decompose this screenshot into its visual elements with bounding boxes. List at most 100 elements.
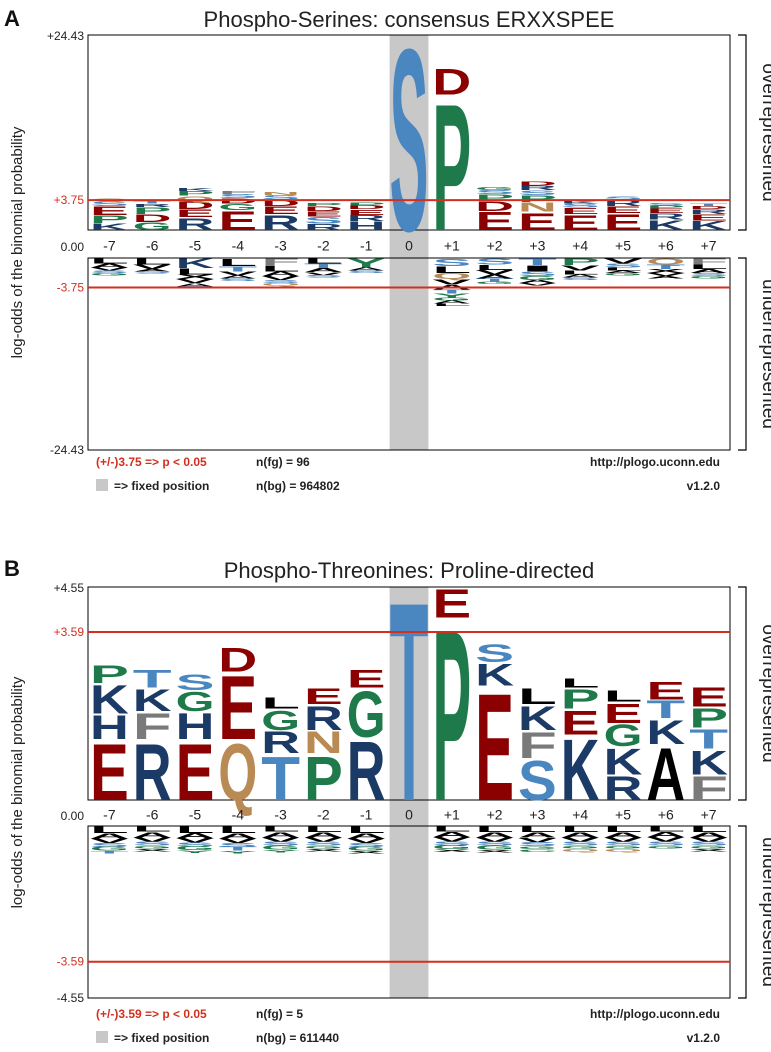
residue-t-under: T: [218, 846, 258, 852]
nbg-count: n(bg) = 964802: [256, 479, 340, 493]
residue-k-over: K: [689, 218, 728, 232]
residue-e-over: E: [347, 208, 386, 216]
position-label: -6: [146, 238, 159, 254]
logo-chart-b: Phospho-Threonines: Proline-directedEHKP…: [9, 552, 771, 1045]
panel-letter-a: A: [4, 6, 20, 31]
residue-p-over: P: [646, 205, 685, 210]
residue-y-under: Y: [432, 293, 471, 299]
residue-s-over: S: [646, 202, 685, 206]
position-label: +1: [444, 807, 460, 823]
residue-s-under: S: [518, 270, 557, 277]
residue-s-under: S: [689, 841, 728, 847]
over-bracket: [738, 586, 747, 801]
residue-g-under: G: [646, 845, 685, 849]
residue-e-over: E: [432, 582, 471, 627]
position-label: -6: [146, 807, 159, 823]
residue-e-over: E: [561, 211, 600, 235]
residue-s-under: S: [475, 841, 514, 847]
residue-s-under: S: [218, 842, 257, 848]
ytick-bottom: -24.43: [50, 443, 84, 457]
residue-s-under: S: [261, 279, 300, 284]
residue-e-over: E: [689, 682, 728, 713]
residue-v-under: V: [176, 837, 215, 844]
residue-s-under: S: [133, 271, 172, 274]
under-bracket: [738, 825, 747, 999]
residue-a-under: A: [133, 269, 172, 272]
residue-l-over: L: [604, 688, 643, 705]
residue-a-under: A: [561, 274, 600, 279]
residue-d-over: D: [218, 197, 257, 205]
residue-e-over: E: [347, 666, 386, 693]
residue-l-under: L: [604, 825, 643, 834]
position-label: -5: [189, 807, 202, 823]
residue-v-under: V: [604, 836, 643, 843]
residue-e-over: E: [90, 727, 129, 818]
residue-e-over: E: [218, 658, 257, 759]
residue-v-under: V: [133, 836, 172, 843]
residue-l-under: L: [475, 263, 514, 271]
residue-r-over: R: [604, 198, 643, 208]
residue-a-under: A: [518, 831, 557, 839]
residue-p-over: P: [347, 202, 386, 207]
residue-l-under: L: [90, 257, 129, 265]
residue-r-over: R: [689, 208, 728, 215]
fixed-position-note: => fixed position: [114, 1031, 209, 1045]
residue-l-under: L: [304, 825, 343, 834]
residue-g-under: G: [689, 845, 728, 849]
residue-n-over: N: [261, 191, 300, 196]
residue-p-over: P: [304, 202, 343, 207]
residue-s-under: S: [604, 263, 643, 269]
over-plot-frame: [87, 586, 731, 801]
residue-v-under: V: [432, 836, 471, 843]
residue-e-over: E: [646, 678, 685, 705]
under-plot-frame: [87, 257, 731, 451]
residue-a-under: A: [90, 263, 129, 269]
residue-g-over: G: [347, 678, 386, 751]
position-label: +2: [487, 807, 503, 823]
residue-s-over: S: [518, 189, 557, 196]
residue-a-under: A: [347, 267, 386, 272]
residue-y-under: Y: [347, 256, 386, 270]
version-label: v1.2.0: [687, 479, 721, 493]
side-label-under: underrepresented: [758, 837, 771, 987]
residue-v-under: V: [304, 272, 343, 277]
residue-g-under: G: [689, 276, 728, 279]
residue-c-under: C: [518, 849, 557, 853]
residue-g-under: G: [176, 846, 215, 852]
residue-f-over: F: [518, 725, 557, 766]
residue-e-over: E: [176, 208, 215, 220]
residue-l-under: L: [218, 256, 257, 268]
residue-l-under: L: [432, 303, 471, 306]
position-label: -5: [189, 238, 202, 254]
residue-e-over: E: [604, 698, 643, 729]
residue-l-under: L: [218, 824, 257, 834]
residue-v-under: V: [561, 836, 600, 843]
residue-h-over: H: [90, 708, 129, 746]
position-label: 0: [405, 807, 413, 823]
residue-v-under: V: [432, 278, 471, 286]
residue-l-under: L: [133, 825, 172, 833]
position-label: +3: [529, 807, 545, 823]
residue-t-under: T: [90, 850, 129, 854]
residue-a-under: A: [646, 831, 685, 839]
residue-g-under: G: [518, 846, 557, 850]
residue-f-over: F: [218, 190, 257, 195]
residue-k-over: K: [561, 720, 600, 819]
position-label: +1: [444, 238, 460, 254]
residue-s-under: S: [689, 272, 728, 277]
residue-t-over: T: [133, 666, 172, 693]
residue-l-under: L: [176, 824, 215, 834]
over-bracket: [738, 34, 747, 231]
residue-q-under: Q: [646, 257, 685, 267]
significance-note: (+/-)3.59 => p < 0.05: [96, 1007, 207, 1021]
residue-x-under: X: [646, 268, 685, 274]
residue-r-over: R: [604, 769, 643, 807]
y-axis-label: log-odds of the binomial probability: [9, 126, 26, 358]
residue-q-under: Q: [432, 272, 471, 282]
residue-t-under: T: [218, 265, 257, 273]
residue-f-under: F: [689, 257, 728, 267]
residue-p-over: P: [304, 743, 343, 813]
residue-e-over: E: [304, 685, 343, 710]
residue-y-under: Y: [261, 849, 300, 853]
residue-k-over: K: [90, 678, 129, 723]
